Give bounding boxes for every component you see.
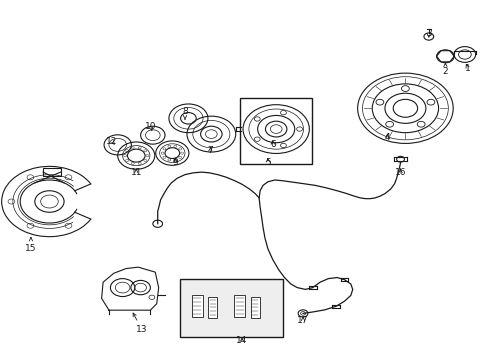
Text: 12: 12 <box>106 137 117 146</box>
Text: 11: 11 <box>130 168 142 177</box>
Bar <box>180 279 282 337</box>
Text: 17: 17 <box>297 316 308 325</box>
Text: 10: 10 <box>145 122 156 131</box>
Text: 6: 6 <box>269 140 275 149</box>
Text: 14: 14 <box>236 336 247 345</box>
Text: 4: 4 <box>384 133 389 142</box>
Text: 3: 3 <box>425 29 431 38</box>
Bar <box>191 296 202 317</box>
Bar <box>239 98 311 164</box>
Text: 7: 7 <box>207 146 213 155</box>
Text: 1: 1 <box>464 64 470 73</box>
Text: 9: 9 <box>172 158 178 167</box>
Text: 16: 16 <box>394 168 406 177</box>
Text: 5: 5 <box>264 158 270 167</box>
Bar <box>208 297 217 318</box>
Bar <box>234 296 244 317</box>
Text: 8: 8 <box>182 107 187 119</box>
Text: 2: 2 <box>442 63 447 76</box>
Bar <box>250 297 259 318</box>
Text: 15: 15 <box>25 238 37 253</box>
Bar <box>43 168 61 176</box>
Text: 13: 13 <box>133 313 147 334</box>
